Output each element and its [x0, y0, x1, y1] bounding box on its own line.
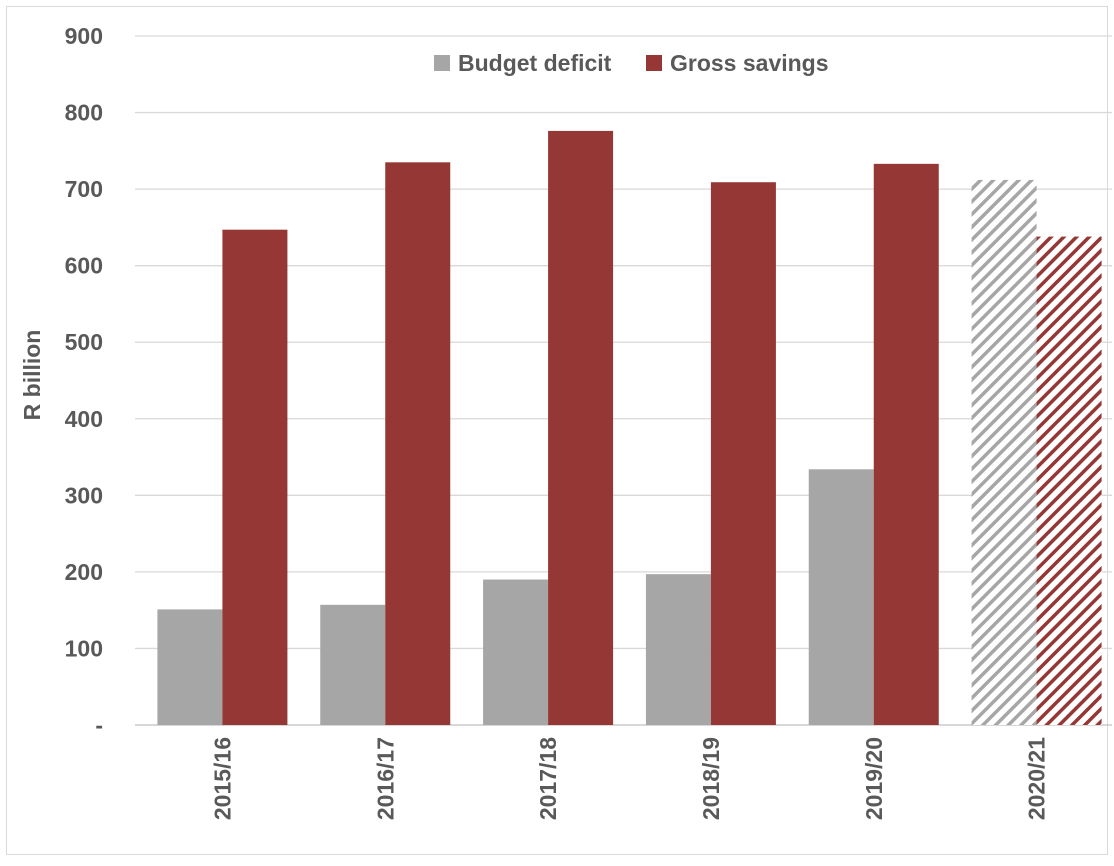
x-tick-label: 2017/18 — [535, 737, 561, 820]
bar-budget-deficit — [157, 609, 223, 725]
bar-budget-deficit — [971, 179, 1037, 725]
x-tick-label: 2016/17 — [372, 737, 398, 820]
bar-budget-deficit — [808, 469, 874, 725]
legend: Budget deficit Gross savings — [434, 50, 829, 76]
bar-budget-deficit — [320, 604, 386, 725]
gridlines — [135, 35, 1112, 726]
legend-swatch — [646, 55, 662, 71]
y-tick-label: 300 — [65, 482, 103, 508]
y-tick-label: - — [95, 712, 103, 738]
bar-budget-deficit — [483, 579, 549, 725]
y-tick-label: 500 — [65, 329, 103, 355]
y-tick-label: 800 — [65, 100, 103, 126]
x-tick-label: 2020/21 — [1024, 737, 1050, 820]
y-tick-label: 200 — [65, 559, 103, 585]
legend-swatch — [434, 55, 450, 71]
x-tick-label: 2019/20 — [861, 737, 887, 820]
bars — [157, 130, 1102, 726]
bar-gross-savings — [222, 229, 288, 726]
legend-label: Gross savings — [670, 50, 829, 76]
y-axis-label: R billion — [19, 330, 45, 421]
chart-border — [6, 6, 1108, 855]
y-tick-label: 400 — [65, 406, 103, 432]
bar-gross-savings — [710, 182, 776, 725]
x-tick-label: 2018/19 — [698, 737, 724, 820]
y-tick-label: 900 — [65, 23, 103, 49]
y-tick-label: 100 — [65, 635, 103, 661]
bar-budget-deficit — [645, 574, 711, 725]
x-axis-ticks: 2015/16 2016/17 2017/18 2018/19 2019/20 2020/… — [209, 737, 1049, 820]
bar-gross-savings — [385, 162, 451, 726]
y-tick-label: 600 — [65, 253, 103, 279]
legend-label: Budget deficit — [458, 50, 612, 76]
x-tick-label: 2015/16 — [209, 737, 235, 820]
y-axis-ticks: - 100 200 300 400 500 600 700 800 900 — [65, 23, 103, 738]
bar-gross-savings — [548, 130, 614, 725]
bar-gross-savings — [1036, 236, 1102, 725]
y-tick-label: 700 — [65, 176, 103, 202]
bar-gross-savings — [873, 163, 939, 725]
